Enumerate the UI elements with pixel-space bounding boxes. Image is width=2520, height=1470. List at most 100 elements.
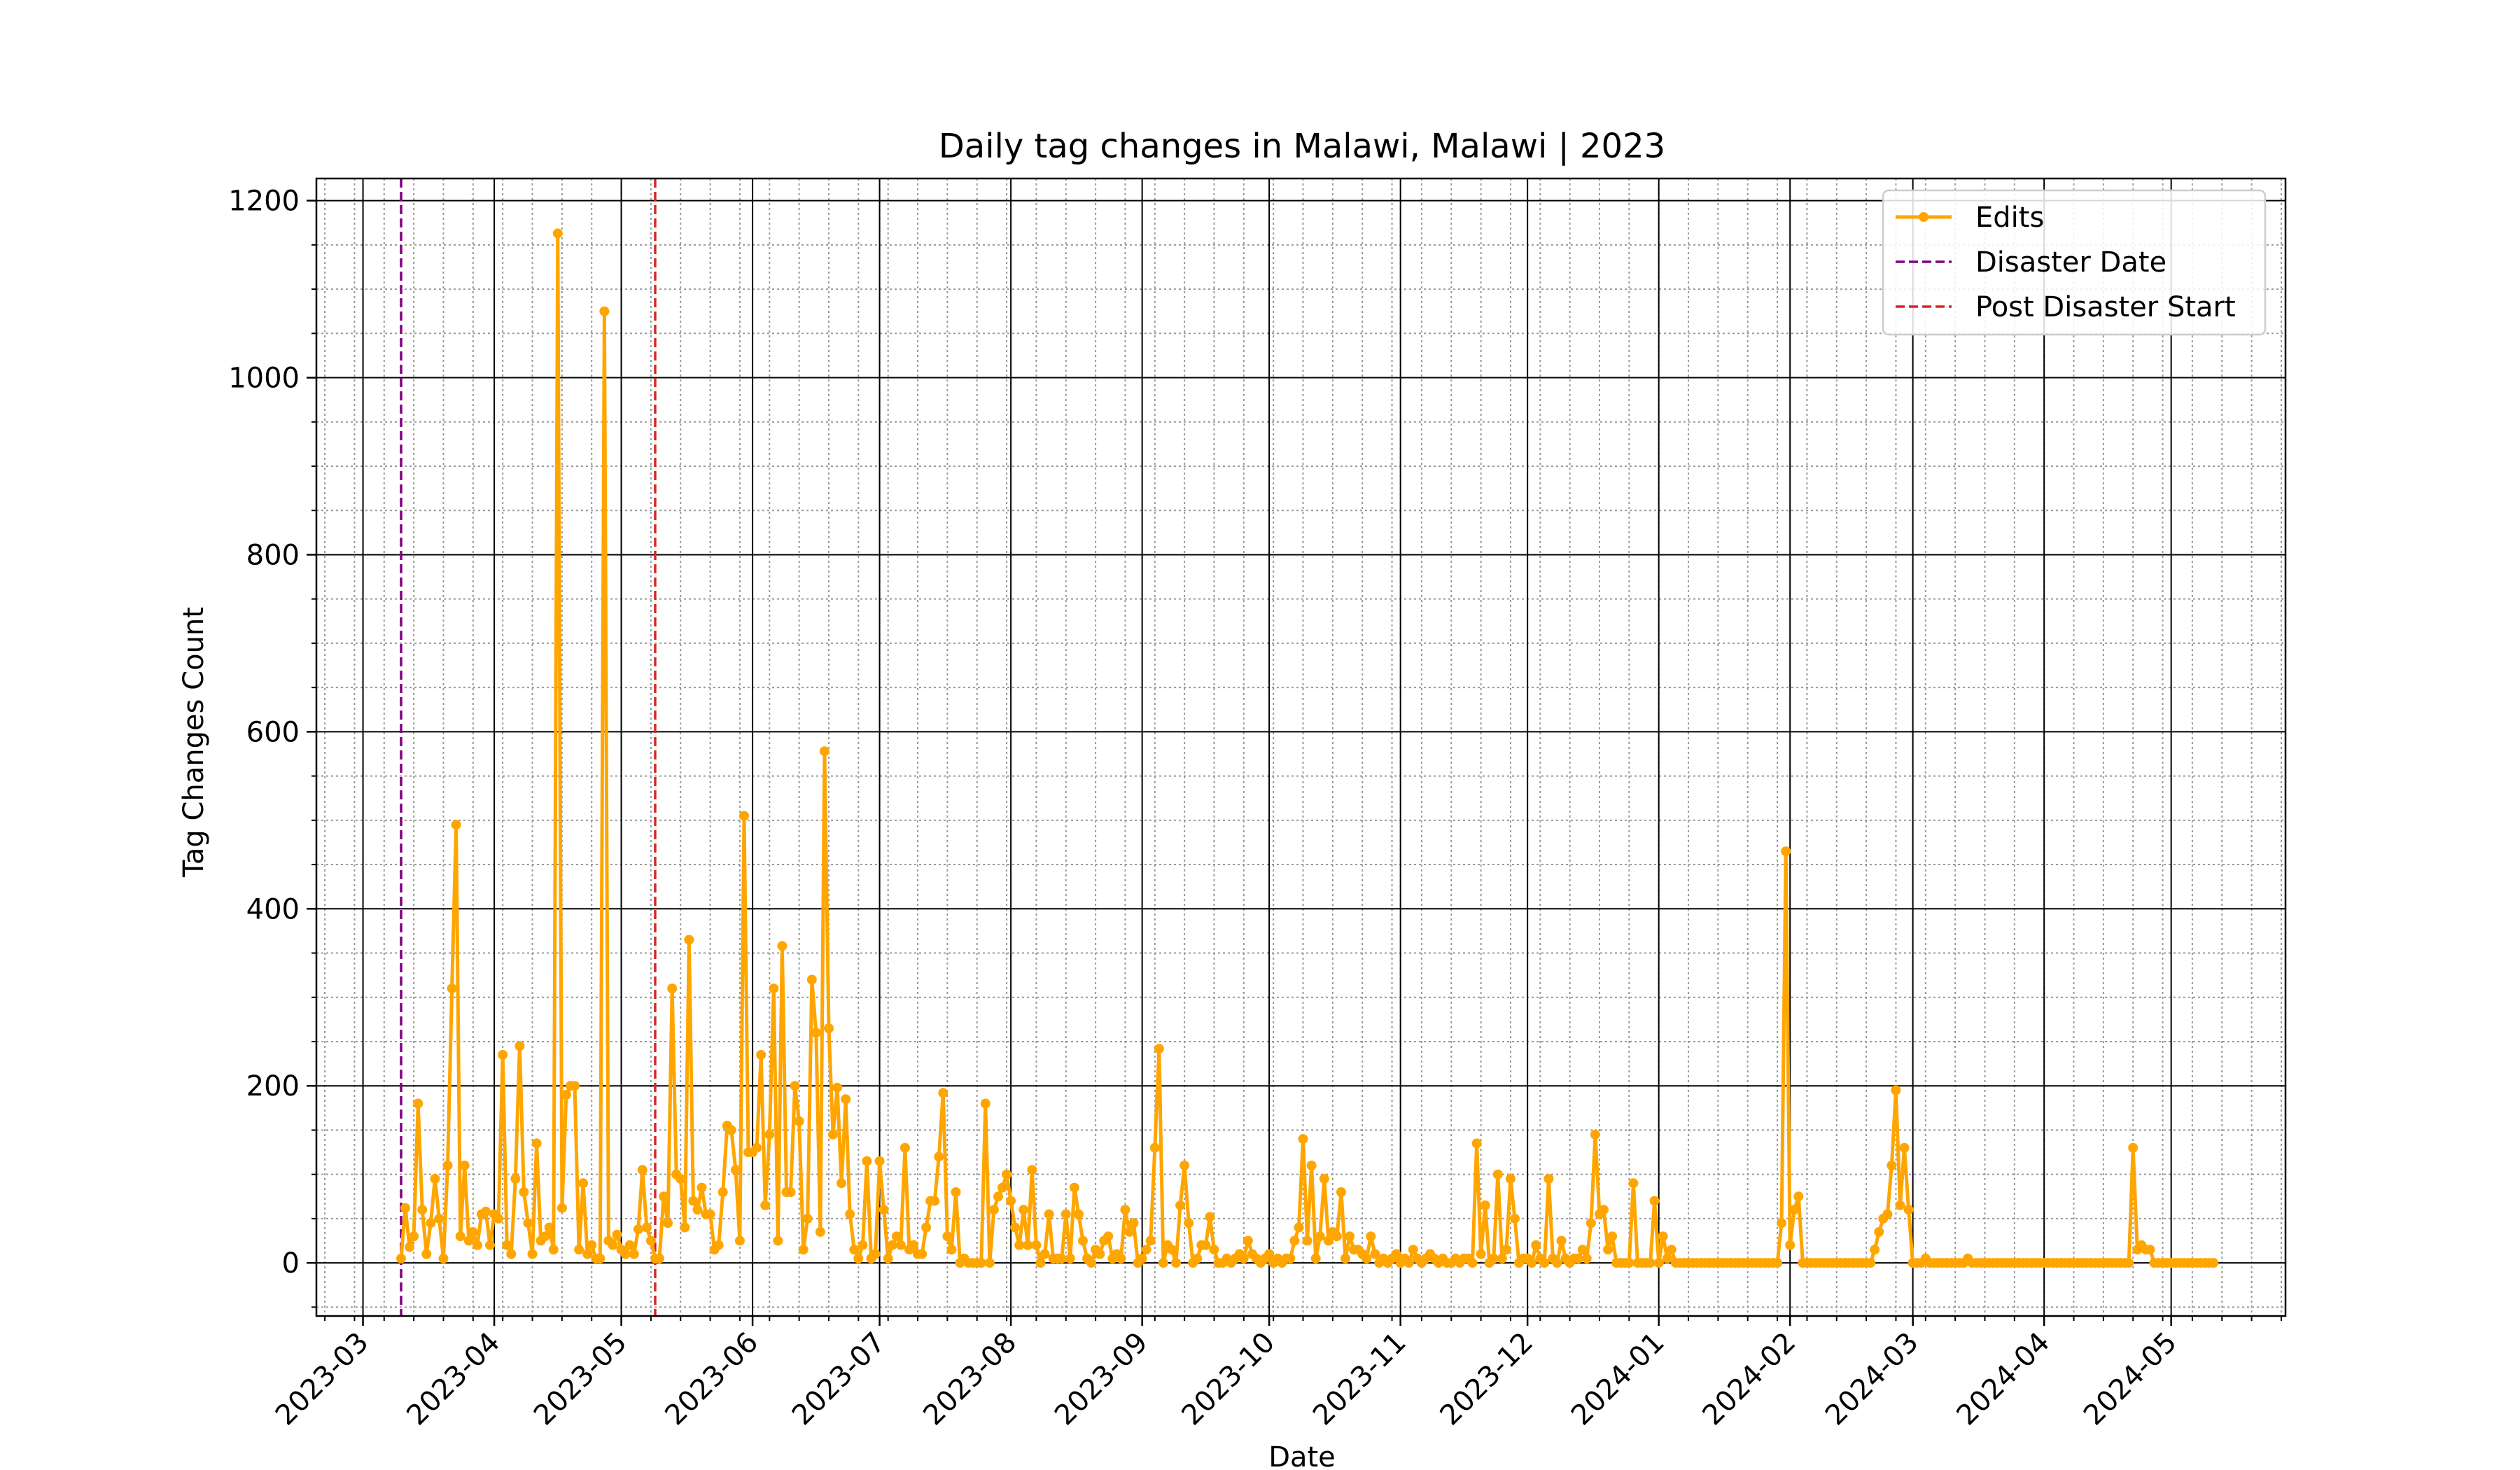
y-tick-label: 0 bbox=[282, 1247, 300, 1280]
edits-point bbox=[824, 1023, 834, 1033]
edits-point bbox=[527, 1249, 538, 1259]
edits-point bbox=[1793, 1191, 1804, 1202]
edits-point bbox=[1175, 1200, 1186, 1210]
edits-point bbox=[1865, 1258, 1876, 1268]
edits-point bbox=[595, 1253, 606, 1264]
edits-point bbox=[502, 1240, 512, 1250]
edits-point bbox=[815, 1226, 825, 1237]
edits-point bbox=[1505, 1174, 1516, 1184]
y-axis-title: Tag Changes Count bbox=[178, 607, 210, 878]
edits-point bbox=[1167, 1245, 1177, 1255]
edits-point bbox=[1184, 1218, 1194, 1228]
edits-point bbox=[2208, 1258, 2219, 1268]
edits-point bbox=[663, 1218, 673, 1228]
edits-point bbox=[1658, 1231, 1668, 1242]
edits-point bbox=[587, 1240, 597, 1250]
edits-point bbox=[1662, 1253, 1672, 1264]
edits-point bbox=[641, 1222, 652, 1233]
edits-point bbox=[976, 1258, 986, 1268]
edits-point bbox=[1200, 1240, 1211, 1250]
edits-point bbox=[1544, 1174, 1554, 1184]
edits-point bbox=[1306, 1161, 1317, 1170]
edits-point bbox=[1603, 1245, 1614, 1255]
edits-point bbox=[832, 1082, 843, 1093]
edits-point bbox=[997, 1182, 1007, 1193]
edits-point bbox=[1331, 1231, 1342, 1242]
edits-point bbox=[934, 1152, 944, 1162]
edits-point bbox=[899, 1142, 910, 1153]
edits-point bbox=[659, 1191, 669, 1202]
edits-point bbox=[1336, 1187, 1346, 1197]
edits-point bbox=[887, 1240, 897, 1250]
edits-point bbox=[1649, 1196, 1660, 1206]
edits-point bbox=[1891, 1085, 1901, 1096]
edits-point bbox=[1095, 1249, 1105, 1259]
edits-point bbox=[1103, 1231, 1114, 1242]
edits-point bbox=[612, 1229, 622, 1240]
edits-point bbox=[984, 1258, 995, 1268]
edits-point bbox=[451, 820, 461, 830]
edits-point bbox=[883, 1253, 893, 1264]
edits-point bbox=[1539, 1258, 1550, 1268]
edits-point bbox=[1870, 1245, 1880, 1255]
edits-point bbox=[930, 1196, 940, 1206]
edits-point bbox=[819, 746, 830, 757]
edits-point bbox=[2124, 1258, 2134, 1268]
edits-point bbox=[1899, 1142, 1910, 1153]
edits-point bbox=[696, 1182, 707, 1193]
edits-point bbox=[409, 1231, 419, 1242]
edits-point bbox=[1086, 1258, 1097, 1268]
edits-point bbox=[980, 1098, 990, 1109]
edits-point bbox=[1895, 1200, 1905, 1210]
y-tick-label: 200 bbox=[246, 1070, 300, 1102]
edits-point bbox=[430, 1174, 440, 1184]
edits-point bbox=[481, 1206, 491, 1217]
edits-point bbox=[1590, 1129, 1600, 1140]
edits-point bbox=[841, 1094, 851, 1105]
edits-point bbox=[1556, 1236, 1567, 1246]
y-tick-label: 400 bbox=[246, 893, 300, 925]
edits-point bbox=[951, 1187, 961, 1197]
edits-point bbox=[718, 1187, 728, 1197]
edits-point bbox=[790, 1081, 800, 1091]
edits-point bbox=[688, 1196, 699, 1206]
edits-point bbox=[624, 1240, 635, 1250]
edits-point bbox=[1264, 1249, 1275, 1259]
edits-point bbox=[1285, 1253, 1296, 1264]
edits-point bbox=[1294, 1222, 1304, 1233]
edits-point bbox=[1903, 1205, 1914, 1215]
y-tick-label: 1000 bbox=[228, 363, 300, 395]
edits-point bbox=[510, 1174, 521, 1184]
minor-gridlines bbox=[316, 178, 2286, 1316]
edits-point bbox=[556, 1203, 567, 1213]
edits-point bbox=[853, 1253, 864, 1264]
edits-point bbox=[1552, 1258, 1562, 1268]
edits-point bbox=[1882, 1209, 1893, 1219]
edits-point bbox=[578, 1178, 589, 1189]
edits-point bbox=[1362, 1253, 1372, 1264]
edits-point bbox=[1886, 1161, 1897, 1170]
edits-point bbox=[874, 1156, 885, 1166]
event-lines bbox=[400, 178, 657, 1316]
legend-label: Edits bbox=[1975, 202, 2044, 234]
edits-point bbox=[811, 1028, 821, 1038]
edits-point bbox=[794, 1116, 804, 1126]
edits-point bbox=[1345, 1231, 1355, 1242]
edits-point bbox=[1035, 1258, 1046, 1268]
edits-point bbox=[1310, 1253, 1321, 1264]
x-axis-title: Date bbox=[1268, 1441, 1336, 1470]
edits-point bbox=[730, 1165, 741, 1175]
edits-point bbox=[493, 1213, 504, 1224]
edits-point bbox=[506, 1249, 517, 1259]
edits-point bbox=[909, 1240, 918, 1250]
edits-point bbox=[895, 1240, 906, 1250]
edits-point bbox=[993, 1191, 1003, 1202]
edits-point bbox=[921, 1222, 932, 1233]
legend-label: Disaster Date bbox=[1975, 246, 2166, 279]
edits-point bbox=[777, 941, 788, 951]
edits-point bbox=[1141, 1245, 1152, 1255]
edits-point bbox=[802, 1213, 813, 1224]
edits-point bbox=[946, 1245, 957, 1255]
edits-point bbox=[1069, 1182, 1079, 1193]
